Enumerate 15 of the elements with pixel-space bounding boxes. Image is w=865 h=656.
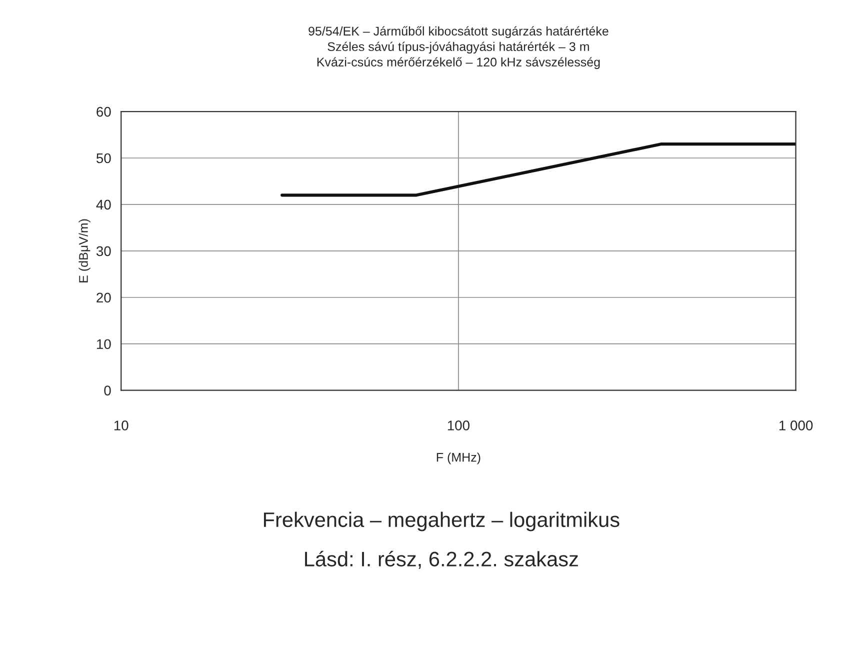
x-axis-title: F (MHz) <box>436 452 480 464</box>
y-tick-label: 30 <box>96 246 111 256</box>
y-axis-title: E (dBμV/m) <box>78 219 90 282</box>
text: Frekvencia – megahertz – logaritmikus <box>264 512 620 532</box>
x-tick-label: 10 <box>114 420 128 430</box>
y-tick-label: 40 <box>96 200 111 210</box>
chart-title: 95/54/EK – Járműből kibocsátott sugárzás határértéke Széles sávú típus-jóváhagyási határérték – 3 m Kvázi-csúcs mérőérzékelő – 120 kHz sávszélesség <box>308 26 608 69</box>
y-tick-label: 20 <box>96 292 111 303</box>
x-tick-label: 100 <box>448 420 470 430</box>
y-tick-label: 50 <box>96 153 111 164</box>
y-tick-label: 10 <box>96 339 111 350</box>
y-tick-label: 0 <box>104 386 111 396</box>
y-tick-label: 60 <box>96 106 111 117</box>
text: Lásd: I. rész, 6.2.2.2. szakasz <box>305 550 578 569</box>
x-tick-label: 1 000 <box>779 420 813 430</box>
